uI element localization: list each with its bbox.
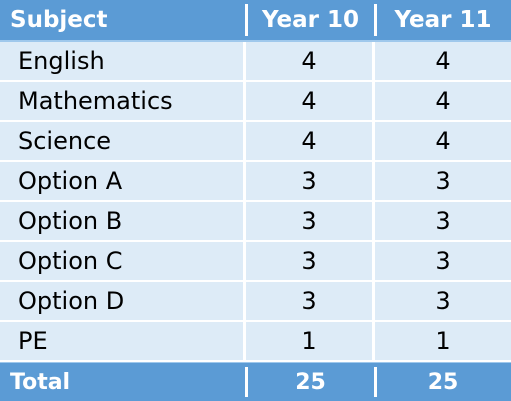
cell-subject: PE [0,322,246,360]
cell-year-10: 4 [246,82,375,120]
cell-year-10: 3 [246,242,375,280]
cell-year-11: 3 [375,282,511,320]
cell-year-11: 1 [375,322,511,360]
header-subject: Subject [10,7,108,33]
header-year-11: Year 11 [373,0,511,40]
cell-year-11: 4 [375,122,511,160]
cell-year-11: 3 [375,202,511,240]
cell-year-11: 4 [375,42,511,80]
cell-year-10: 3 [246,202,375,240]
table-row: Option B 3 3 [0,202,511,242]
cell-year-11: 4 [375,82,511,120]
cell-subject: Option A [0,162,246,200]
table-header-row: Subject Year 10 Year 11 [0,0,511,40]
table-row: Science 4 4 [0,122,511,162]
cell-subject: Option C [0,242,246,280]
table-total-row: Total 25 25 [0,363,511,401]
table-row: Option D 3 3 [0,282,511,322]
cell-year-11: 3 [375,162,511,200]
cell-year-10: 3 [246,162,375,200]
table-row: Option C 3 3 [0,242,511,282]
total-label: Total [10,369,71,395]
table-row: Option A 3 3 [0,162,511,202]
cell-year-10: 4 [246,122,375,160]
table-row: Mathematics 4 4 [0,82,511,122]
table-row: English 4 4 [0,42,511,82]
cell-year-11: 3 [375,242,511,280]
table-row: PE 1 1 [0,322,511,362]
total-year-10: 25 [244,363,375,401]
header-year-10: Year 10 [244,0,375,40]
cell-year-10: 1 [246,322,375,360]
cell-year-10: 3 [246,282,375,320]
cell-subject: Option B [0,202,246,240]
total-year-11: 25 [373,363,511,401]
cell-subject: Mathematics [0,82,246,120]
cell-subject: Science [0,122,246,160]
cell-subject: English [0,42,246,80]
cell-subject: Option D [0,282,246,320]
cell-year-10: 4 [246,42,375,80]
